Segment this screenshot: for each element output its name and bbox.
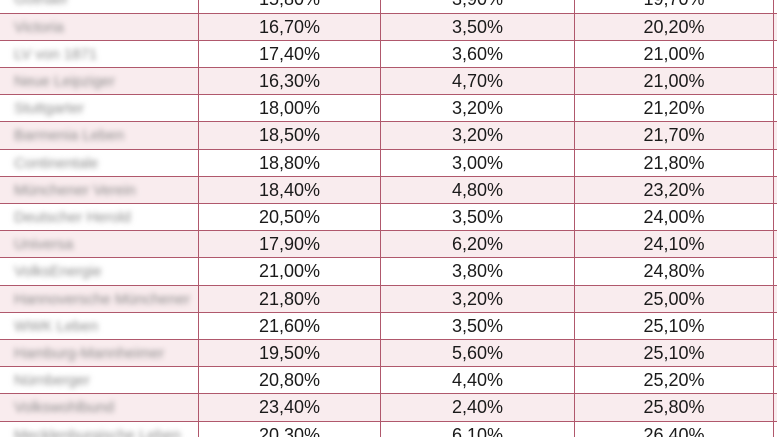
- percent-cell: 19,70%: [574, 0, 773, 14]
- table-row: Deutscher Herold 20,50% 3,50% 24,00%: [0, 204, 777, 232]
- percent-cell: 3,60%: [380, 40, 574, 68]
- percent-cell: 24,00%: [574, 204, 773, 232]
- percent-cell: 16,30%: [198, 68, 380, 96]
- company-name: Neue Leipziger: [14, 73, 115, 90]
- percent-cell: 3,50%: [380, 204, 574, 232]
- percent-cell: 21,80%: [198, 285, 380, 313]
- percent-cell: 3,80%: [380, 258, 574, 286]
- table-row: Continentale 18,80% 3,00% 21,80%: [0, 149, 777, 177]
- percent-cell: 26,40%: [574, 421, 773, 437]
- table-row: VolksEnergie 21,00% 3,80% 24,80%: [0, 258, 777, 286]
- percent-cell: 25,10%: [574, 340, 773, 368]
- company-name: Stuttgarter: [14, 100, 85, 118]
- table-row: Stuttgarter 18,00% 3,20% 21,20%: [0, 95, 777, 123]
- company-name: Gothaer: [0, 0, 198, 14]
- percent-cell: 21,20%: [574, 95, 773, 123]
- percent-cell: 18,40%: [198, 176, 380, 204]
- percent-cell: 2,40%: [380, 394, 574, 422]
- company-name: Münchener Verein: [14, 181, 136, 199]
- percent-cell: 20,20%: [574, 13, 773, 41]
- percent-cell: 17,40%: [198, 40, 380, 68]
- company-name: VolksEnergie: [14, 263, 102, 281]
- table-row: Hannoversche Münchener 21,80% 3,20% 25,00%: [0, 285, 777, 313]
- table-row: Neue Leipziger 16,30% 4,70% 21,00%: [0, 68, 777, 96]
- table-border: [773, 0, 774, 437]
- company-name: Nürnberger: [14, 372, 90, 390]
- table-row: LV von 1871 17,40% 3,60% 21,00%: [0, 40, 777, 68]
- percent-cell: 3,90%: [380, 0, 574, 14]
- percent-cell: 20,80%: [198, 367, 380, 395]
- percent-cell: 23,20%: [574, 176, 773, 204]
- percent-cell: 6,20%: [380, 231, 574, 259]
- company-name: Volkswohlbund: [14, 399, 115, 417]
- percent-cell: 3,20%: [380, 122, 574, 150]
- percent-cell: 21,00%: [574, 68, 773, 96]
- percent-cell: 21,00%: [574, 40, 773, 68]
- percent-cell: 6,10%: [380, 421, 574, 437]
- percent-cell: 23,40%: [198, 394, 380, 422]
- percent-cell: 4,70%: [380, 68, 574, 96]
- percent-cell: 18,50%: [198, 122, 380, 150]
- percent-cell: 18,80%: [198, 149, 380, 177]
- percent-cell: 4,80%: [380, 176, 574, 204]
- percent-cell: 25,10%: [574, 312, 773, 340]
- percent-cell: 21,80%: [574, 149, 773, 177]
- percent-cell: 3,20%: [380, 285, 574, 313]
- percent-cell: 21,00%: [198, 258, 380, 286]
- table-row: Hamburg-Mannheimer 19,50% 5,60% 25,10%: [0, 340, 777, 368]
- percent-cell: 24,10%: [574, 231, 773, 259]
- percent-cell: 20,30%: [198, 421, 380, 437]
- percent-cell: 3,20%: [380, 95, 574, 123]
- company-name: Mecklenburgische Leben: [14, 426, 181, 437]
- table-row: Victoria 16,70% 3,50% 20,20%: [0, 13, 777, 41]
- table-row: WWK Leben 21,60% 3,50% 25,10%: [0, 312, 777, 340]
- percent-cell: 16,70%: [198, 13, 380, 41]
- percent-cell: 20,50%: [198, 204, 380, 232]
- company-name: Victoria: [14, 18, 64, 36]
- company-name: Hannoversche Münchener: [14, 290, 190, 308]
- company-name: Universa: [14, 236, 74, 254]
- table-row: Münchener Verein 18,40% 4,80% 23,20%: [0, 176, 777, 204]
- percent-cell: 25,20%: [574, 367, 773, 395]
- percent-cell: 25,80%: [574, 394, 773, 422]
- table-row: Nürnberger 20,80% 4,40% 25,20%: [0, 367, 777, 395]
- company-name: Hamburg-Mannheimer: [14, 345, 165, 362]
- percent-cell: 24,80%: [574, 258, 773, 286]
- table-row: Barmenia Leben 18,50% 3,20% 21,70%: [0, 122, 777, 150]
- company-name: Deutscher Herold: [14, 209, 131, 226]
- table-row: Gothaer15,80%3,90%19,70%: [0, 0, 777, 14]
- percent-cell: 21,70%: [574, 122, 773, 150]
- table-row: Universa 17,90% 6,20% 24,10%: [0, 231, 777, 259]
- percent-cell: 25,00%: [574, 285, 773, 313]
- percent-cell: 4,40%: [380, 367, 574, 395]
- company-name: LV von 1871: [14, 45, 98, 63]
- percent-cell: 15,80%: [198, 0, 380, 14]
- percent-cell: 3,00%: [380, 149, 574, 177]
- percent-cell: 18,00%: [198, 95, 380, 123]
- percent-cell: 21,60%: [198, 312, 380, 340]
- percent-cell: 19,50%: [198, 340, 380, 368]
- company-name: WWK Leben: [14, 317, 99, 335]
- percent-cell: 3,50%: [380, 312, 574, 340]
- percent-cell: 17,90%: [198, 231, 380, 259]
- company-name: Continentale: [14, 154, 99, 172]
- percent-cell: 5,60%: [380, 340, 574, 368]
- company-name: Barmenia Leben: [14, 127, 125, 145]
- table-row: Mecklenburgische Leben 20,30% 6,10% 26,40%: [0, 421, 777, 437]
- table-row: Volkswohlbund 23,40% 2,40% 25,80%: [0, 394, 777, 422]
- percent-cell: 3,50%: [380, 13, 574, 41]
